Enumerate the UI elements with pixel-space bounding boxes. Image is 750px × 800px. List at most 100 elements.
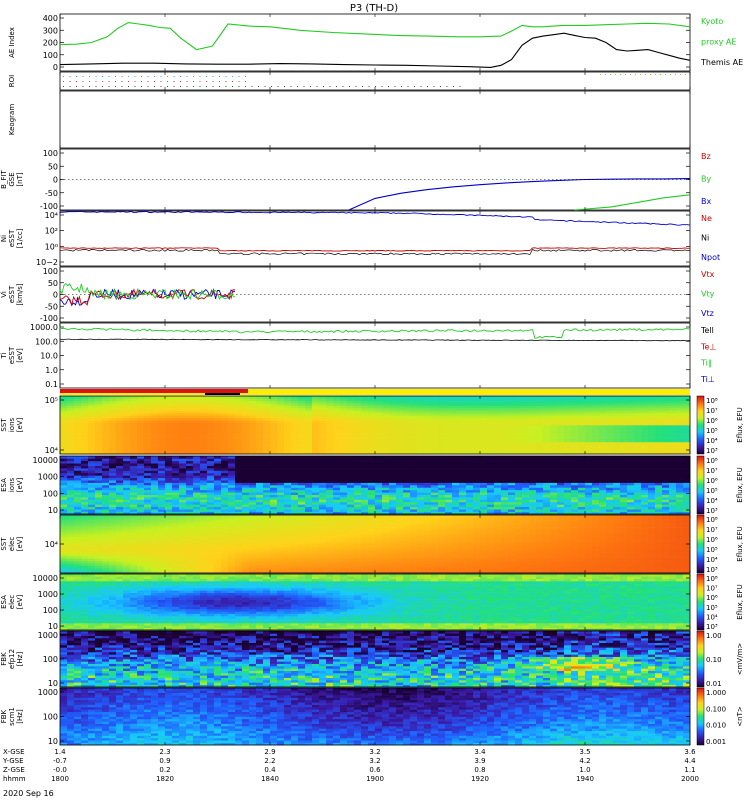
y-tick-label: 1000 bbox=[38, 688, 58, 697]
y-tick-label: 100 bbox=[43, 489, 58, 498]
legend-entry: Vtx bbox=[701, 270, 715, 279]
y-tick-label: 10000 bbox=[33, 574, 58, 583]
y-tick-label: 10.0 bbox=[40, 352, 58, 361]
xaxis-tick-label: 0.2 bbox=[159, 766, 170, 774]
xaxis-tick-label: 1840 bbox=[261, 775, 279, 783]
plot-title: P3 (TH-D) bbox=[350, 3, 398, 14]
colorbar-1: 10³ 10⁴ 10⁵ 10⁶ 10⁷ 10⁸ Eflux, EFU bbox=[696, 455, 744, 515]
mode-bar bbox=[60, 389, 690, 395]
y-tick-label: 300 bbox=[43, 26, 58, 35]
panel-frame bbox=[59, 13, 691, 72]
colorbar-tick: 10⁵ bbox=[706, 427, 718, 435]
legend-entry: Te⊥ bbox=[700, 342, 716, 351]
panel-9: 10⁴ SSTelec[eV] bbox=[0, 514, 691, 574]
xaxis-tick-label: 0.6 bbox=[369, 766, 381, 774]
colorbar-tick: 0.10 bbox=[706, 656, 722, 664]
xaxis-tick-label: 3.4 bbox=[474, 748, 486, 756]
y-tick-label: 10 bbox=[48, 506, 58, 515]
colorbar-tick: 10⁷ bbox=[706, 407, 718, 415]
xaxis-tick-label: 1.0 bbox=[579, 766, 590, 774]
colorbar-tick: 10⁸ bbox=[706, 397, 718, 405]
y-tick-label: -50 bbox=[45, 189, 58, 198]
colorbar-4: 0.01 0.10 1.00 <mV/m> bbox=[696, 630, 744, 688]
y-tick-label: -100 bbox=[40, 202, 58, 211]
y-tick-label: 100 bbox=[43, 655, 58, 664]
panel-5: -100 -50 0 50 100 VieSST[km/s] Vtx Vty Vtz bbox=[0, 266, 715, 323]
colorbar-tick: 0.010 bbox=[706, 722, 726, 730]
legend-entry: Ti⊥ bbox=[700, 375, 715, 384]
legend-entry: Tell bbox=[700, 326, 714, 335]
xaxis-tick-label: 1800 bbox=[51, 775, 69, 783]
xaxis-tick-label: 3.2 bbox=[369, 748, 380, 756]
y-tick-label: 10 bbox=[48, 737, 58, 746]
series-line bbox=[59, 32, 691, 68]
panel-4: 10−2 10⁰ 10² 10⁴ NieSST[1/cc] Ne Ni Npot bbox=[0, 210, 720, 267]
legend-entry: By bbox=[701, 175, 711, 184]
y-tick-label: 0 bbox=[53, 291, 58, 300]
series-line bbox=[348, 178, 691, 211]
xaxis-tick-label: 2.9 bbox=[264, 748, 275, 756]
y-tick-label: 0 bbox=[53, 176, 58, 185]
panel-frame bbox=[59, 322, 691, 389]
y-tick-label: 1000 bbox=[38, 473, 58, 482]
y-tick-label: 0.1 bbox=[45, 380, 58, 389]
panel-2: Keogram bbox=[8, 90, 691, 149]
colorbar-tick: 1.00 bbox=[706, 632, 722, 640]
legend-entry: Kyoto bbox=[701, 17, 723, 26]
y-tick-label: 1000 bbox=[38, 631, 58, 640]
y-axis-label: B_FITGSE[nT] bbox=[0, 169, 24, 188]
legend-entry: Themis AE bbox=[700, 58, 743, 67]
colorbar-tick: 10³ bbox=[706, 447, 718, 455]
xaxis-tick-label: 1940 bbox=[576, 775, 594, 783]
xaxis-tick-label: 3.6 bbox=[684, 748, 696, 756]
y-tick-label: 10⁰ bbox=[45, 242, 58, 251]
xaxis-row-label: Z-GSE bbox=[3, 766, 25, 774]
colorbar-tick: 10⁶ bbox=[706, 417, 718, 425]
y-axis-label: VieSST[km/s] bbox=[0, 283, 24, 306]
colorbar-tick: 10⁵ bbox=[706, 546, 718, 554]
colorbar-tick: 10⁸ bbox=[706, 457, 718, 465]
colorbar-tick: 0.01 bbox=[706, 680, 722, 688]
xaxis-tick-label: 1820 bbox=[156, 775, 174, 783]
panel-frame bbox=[59, 210, 691, 267]
colorbar-tick: 10⁵ bbox=[706, 487, 718, 495]
series-line bbox=[574, 194, 691, 211]
series-line bbox=[59, 22, 691, 51]
colorbar-label: Eflux, EFU bbox=[736, 584, 744, 619]
colorbar-tick: 10⁴ bbox=[706, 613, 718, 621]
colorbar-tick: 10³ bbox=[706, 566, 718, 574]
colorbar-tick: 10⁴ bbox=[706, 437, 718, 445]
legend-entry: Ti∥ bbox=[700, 359, 712, 368]
y-tick-label: 10−2 bbox=[36, 258, 58, 267]
xaxis-tick-label: 1920 bbox=[471, 775, 489, 783]
colorbar-5: 0.001 0.010 0.100 1.000 <nT> bbox=[696, 687, 744, 746]
panel-frame bbox=[59, 90, 691, 149]
y-axis-label: SSTelec[eV] bbox=[0, 536, 24, 551]
y-tick-label: 1000.0 bbox=[30, 323, 58, 332]
colorbar-tick: 10³ bbox=[706, 507, 718, 515]
xaxis-tick-label: 0.9 bbox=[159, 757, 170, 765]
y-tick-label: 10⁴ bbox=[45, 446, 58, 455]
y-tick-label: 10⁴ bbox=[45, 540, 58, 549]
y-tick-label: 10 bbox=[48, 679, 58, 688]
y-tick-label: 10² bbox=[45, 227, 58, 236]
colorbar-tick: 10⁴ bbox=[706, 497, 718, 505]
panel-0: 0 100 200 300 400 AE Index Kyoto proxy AE Themis… bbox=[8, 13, 743, 72]
legend-entry: Ni bbox=[701, 234, 709, 243]
colorbar-tick: 10⁶ bbox=[706, 594, 718, 602]
colorbar-tick: 10⁸ bbox=[706, 575, 718, 583]
y-tick-label: 10⁵ bbox=[45, 396, 58, 405]
colorbar-label: Eflux, EFU bbox=[736, 526, 744, 561]
y-tick-label: 100 bbox=[43, 51, 58, 60]
xaxis-tick-label: 1.1 bbox=[684, 766, 695, 774]
xaxis-tick-label: 1.4 bbox=[54, 748, 66, 756]
y-axis-label: ROI bbox=[8, 75, 16, 87]
y-axis-label: Keogram bbox=[8, 104, 16, 135]
colorbar-tick: 10⁷ bbox=[706, 526, 718, 534]
xaxis-tick-label: 3.2 bbox=[369, 757, 380, 765]
y-tick-label: 1000 bbox=[38, 590, 58, 599]
legend-entry: Npot bbox=[701, 253, 720, 262]
colorbar-tick: 10⁸ bbox=[706, 516, 718, 524]
colorbar-tick: 10⁷ bbox=[706, 585, 718, 593]
y-tick-label: 10 bbox=[48, 622, 58, 631]
